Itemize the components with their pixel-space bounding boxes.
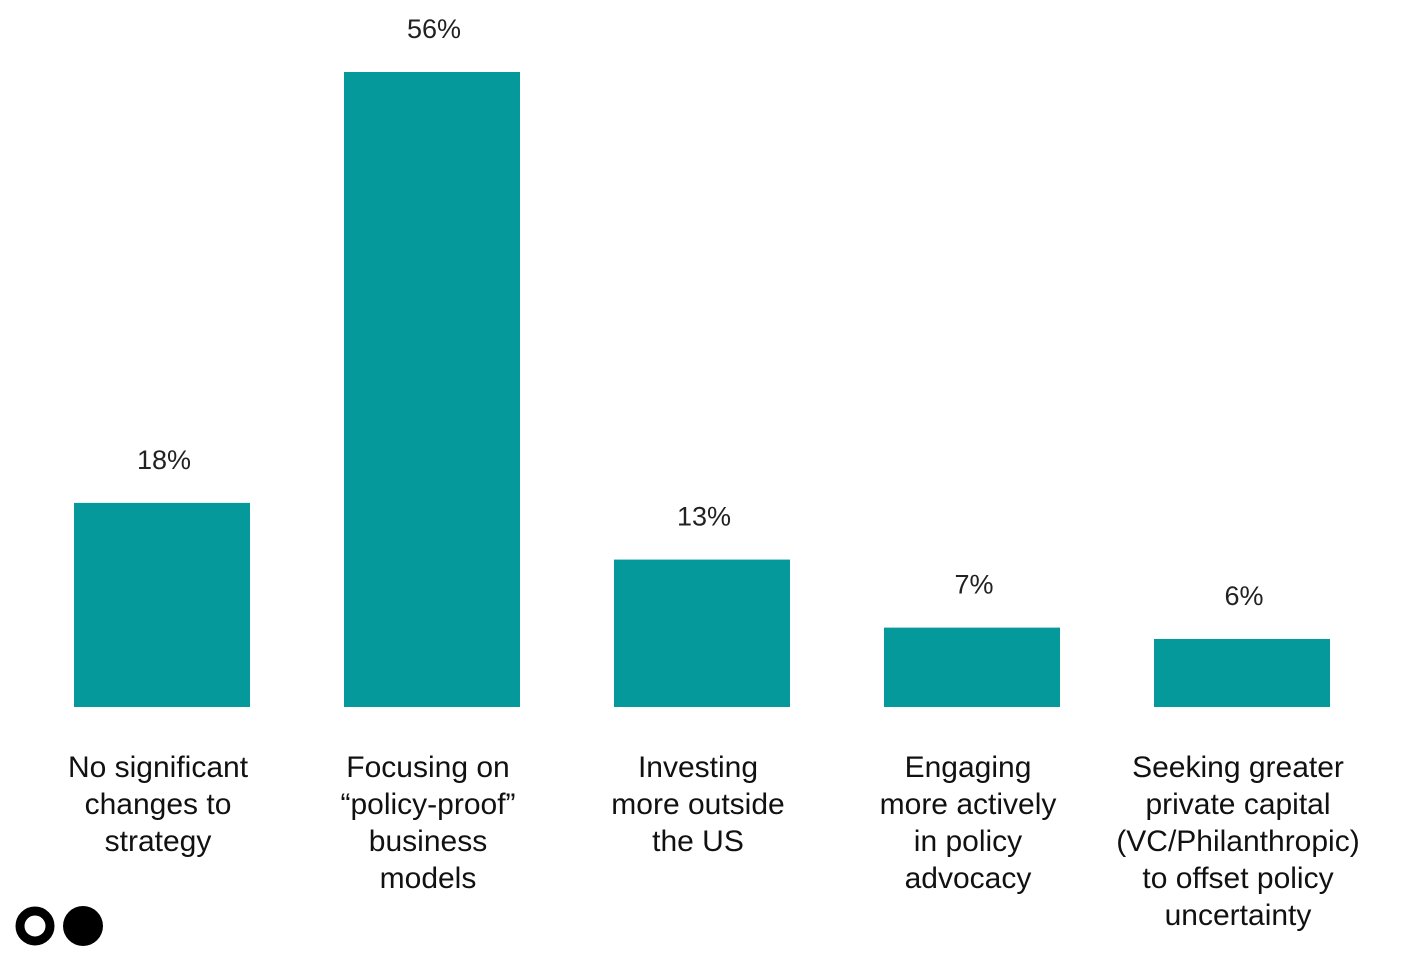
category-label-3-line-1: more actively [880,788,1057,821]
category-label-3-line-3: advocacy [905,862,1032,895]
category-label-3: Engaging more actively in policy advocacy [880,751,1057,895]
category-label-0: No significant changes to strategy [68,751,249,858]
category-label-2: Investing more outside the US [611,751,784,858]
bar-1 [344,72,520,707]
category-label-0-line-2: strategy [105,825,212,858]
category-label-4-line-4: uncertainty [1165,899,1312,932]
category-labels-group: No significant changes to strategy Focusing… [68,751,1360,932]
category-label-1: Focusing on “policy-proof” business models [340,751,515,895]
category-label-3-line-2: in policy [914,825,1022,858]
data-label-1: 56% [407,14,461,44]
bar-2 [614,559,790,707]
category-label-0-line-1: changes to [85,788,232,821]
data-label-4: 6% [1224,581,1263,611]
category-label-3-line-0: Engaging [905,751,1032,784]
bars-group [74,72,1330,707]
data-label-2: 13% [677,502,731,532]
category-label-0-line-0: No significant [68,751,249,784]
category-label-1-line-0: Focusing on [346,751,509,784]
category-label-1-line-1: “policy-proof” [340,788,515,821]
category-label-4-line-3: to offset policy [1142,862,1333,895]
data-label-3: 7% [954,570,993,600]
category-label-4-line-0: Seeking greater [1132,751,1344,784]
category-label-4: Seeking greater private capital (VC/Philan… [1116,751,1359,932]
category-label-2-line-2: the US [652,825,744,858]
data-label-0: 18% [137,445,191,475]
category-label-2-line-0: Investing [638,751,758,784]
bar-3 [884,627,1060,707]
data-labels-group: 18% 56% 13% 7% 6% [137,14,1264,611]
category-label-1-line-2: business [369,825,487,858]
category-label-4-line-2: (VC/Philanthropic) [1116,825,1359,858]
bar-4 [1154,638,1330,707]
category-label-4-line-1: private capital [1145,788,1330,821]
category-label-2-line-1: more outside [611,788,784,821]
bar-0 [74,502,250,707]
logo-icon [15,906,103,946]
category-label-1-line-3: models [380,862,477,895]
